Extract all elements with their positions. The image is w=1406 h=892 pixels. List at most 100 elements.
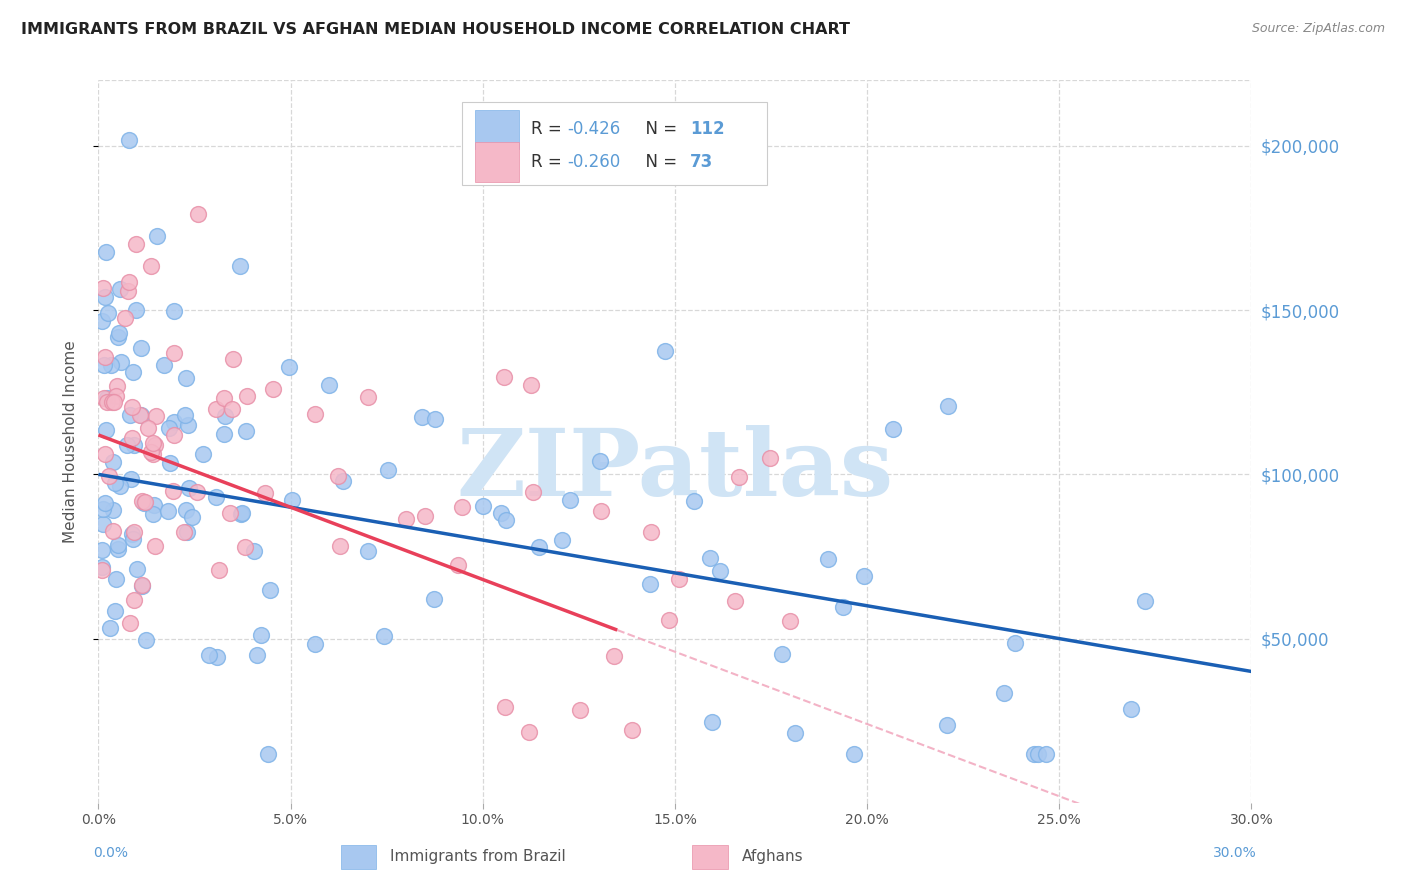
Point — [131, 578, 153, 592]
Point — [101, 455, 124, 469]
Point — [212, 426, 235, 441]
Point — [121, 431, 143, 445]
Point — [882, 422, 904, 436]
Point — [159, 456, 181, 470]
Point — [121, 400, 143, 414]
Point — [304, 407, 326, 421]
Point — [222, 351, 245, 366]
Point — [186, 485, 208, 500]
Point — [770, 648, 793, 662]
Text: 73: 73 — [690, 153, 713, 171]
Point — [817, 552, 839, 566]
Point — [97, 306, 120, 320]
Point — [423, 412, 446, 426]
Point — [1135, 593, 1157, 607]
Point — [253, 486, 276, 500]
Point — [174, 371, 197, 385]
Text: 112: 112 — [690, 120, 724, 138]
Point — [357, 544, 380, 558]
Point — [114, 311, 136, 326]
Point — [621, 723, 644, 737]
Point — [491, 507, 513, 521]
Point — [103, 394, 125, 409]
Point — [936, 717, 959, 731]
Point — [141, 259, 163, 273]
Point — [522, 485, 544, 500]
Point — [699, 550, 721, 565]
Point — [492, 370, 515, 384]
Point — [125, 236, 148, 251]
Point — [779, 615, 801, 629]
Point — [569, 703, 592, 717]
Point — [142, 435, 165, 450]
Point — [658, 613, 681, 627]
Point — [495, 513, 517, 527]
Point — [1035, 747, 1057, 761]
Point — [108, 479, 131, 493]
Point — [134, 494, 156, 508]
Point — [94, 245, 117, 260]
Point — [98, 621, 121, 635]
Point — [853, 569, 876, 583]
Point — [205, 490, 228, 504]
Point — [326, 468, 349, 483]
Point — [423, 591, 446, 606]
Point — [709, 564, 731, 578]
Point — [91, 560, 114, 574]
Point — [832, 600, 855, 615]
Point — [115, 438, 138, 452]
Point — [100, 358, 122, 372]
Point — [759, 451, 782, 466]
Point — [143, 438, 166, 452]
Point — [125, 562, 148, 576]
Point — [640, 525, 662, 540]
Point — [105, 379, 128, 393]
Point — [179, 481, 201, 495]
Point — [176, 525, 198, 540]
Point — [1119, 702, 1142, 716]
Point — [94, 350, 117, 364]
Point — [142, 447, 165, 461]
Point — [236, 389, 259, 403]
Point — [93, 392, 115, 406]
FancyBboxPatch shape — [461, 102, 768, 185]
Point — [163, 428, 186, 442]
Point — [153, 358, 176, 372]
Point — [131, 578, 153, 592]
Point — [249, 628, 271, 642]
Point — [589, 454, 612, 468]
Point — [96, 391, 118, 405]
Point — [96, 395, 118, 409]
Text: N =: N = — [634, 120, 682, 138]
Point — [132, 495, 155, 509]
Y-axis label: Median Household Income: Median Household Income — [63, 340, 77, 543]
Point — [146, 228, 169, 243]
Point — [142, 507, 165, 521]
Point — [668, 572, 690, 586]
Point — [104, 604, 127, 618]
Point — [229, 507, 252, 521]
Text: 0.0%: 0.0% — [93, 847, 128, 861]
Point — [122, 593, 145, 607]
Point — [702, 714, 724, 729]
Point — [212, 391, 235, 405]
Point — [728, 470, 751, 484]
Point — [121, 472, 143, 486]
Point — [91, 314, 114, 328]
Point — [121, 526, 143, 541]
Point — [143, 539, 166, 553]
Point — [233, 540, 256, 554]
Point — [471, 499, 494, 513]
Point — [187, 207, 209, 221]
Point — [94, 290, 117, 304]
Point — [395, 511, 418, 525]
Point — [181, 509, 204, 524]
Point — [98, 469, 121, 483]
Point — [413, 509, 436, 524]
Point — [450, 500, 472, 515]
Point — [191, 447, 214, 461]
Text: Immigrants from Brazil: Immigrants from Brazil — [389, 849, 565, 864]
Point — [163, 415, 186, 429]
Point — [131, 494, 153, 508]
Text: N =: N = — [634, 153, 682, 171]
